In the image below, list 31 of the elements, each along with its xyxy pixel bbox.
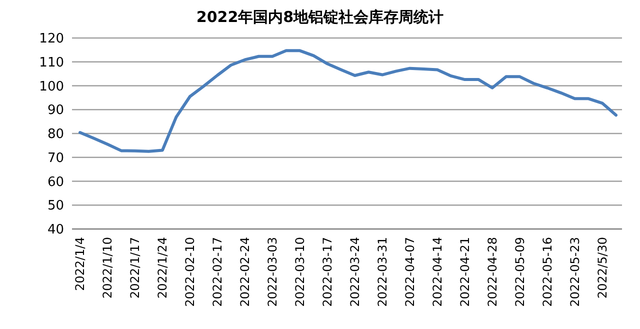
y-tick-label: 100 xyxy=(39,79,64,94)
x-tick-label: 2022-02-10 xyxy=(182,237,197,307)
y-tick-label: 50 xyxy=(47,198,64,214)
x-tick-label: 2022-05-16 xyxy=(540,237,554,307)
x-tick-label: 2022-04-21 xyxy=(458,237,472,307)
x-tick-label: 2022-02-24 xyxy=(238,237,252,307)
x-tick-label: 2022-04-14 xyxy=(430,237,444,307)
x-tick-label: 2022/5/30 xyxy=(595,237,610,299)
x-tick-label: 2022-05-23 xyxy=(568,237,582,307)
x-tick-label: 2022-03-10 xyxy=(292,237,307,307)
y-tick-label: 40 xyxy=(47,222,64,238)
y-tick-label: 90 xyxy=(47,103,64,118)
y-tick-label: 70 xyxy=(47,150,64,166)
line-series xyxy=(78,49,618,153)
x-tick-label: 2022-05-09 xyxy=(512,237,527,307)
x-tick-label: 2022/1/10 xyxy=(100,237,114,299)
x-tick-label: 2022/1/24 xyxy=(155,237,170,299)
x-tick-label: 2022-03-03 xyxy=(265,237,280,307)
x-tick-label: 2022-03-17 xyxy=(320,237,334,307)
x-tick-label: 2022-03-24 xyxy=(348,237,362,307)
x-tick-label: 2022/1/17 xyxy=(128,237,142,299)
y-tick-label: 60 xyxy=(47,174,64,190)
chart-title: 2022年国内8地铝锭社会库存周统计 xyxy=(196,8,444,26)
y-tick-label: 80 xyxy=(47,127,64,142)
y-tick-label: 120 xyxy=(39,32,64,47)
x-tick-label: 2022-02-17 xyxy=(210,237,224,307)
y-tick-label: 110 xyxy=(39,55,64,70)
x-tick-label: 2022-04-07 xyxy=(402,237,417,307)
x-tick-label: 2022-04-28 xyxy=(485,237,500,307)
x-tick-label: 2022/1/4 xyxy=(73,237,87,291)
x-tick-label: 2022-03-31 xyxy=(375,237,390,307)
